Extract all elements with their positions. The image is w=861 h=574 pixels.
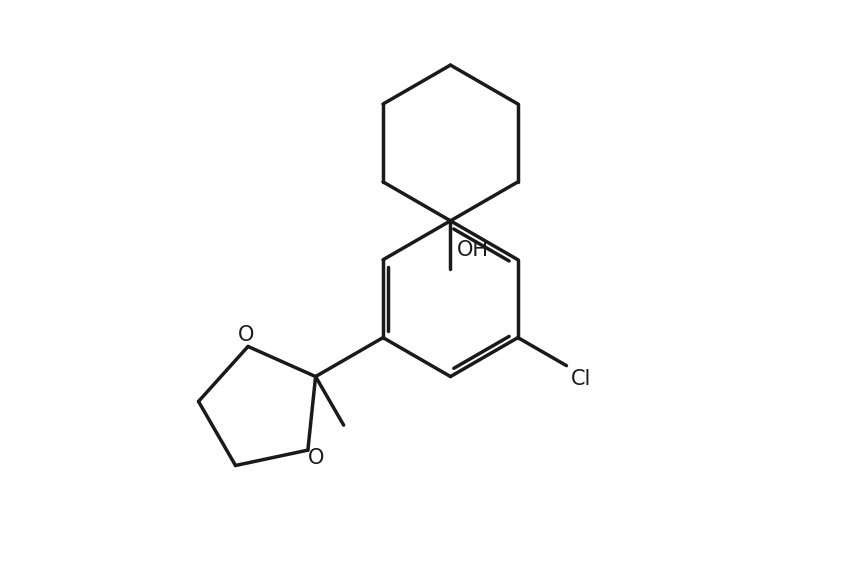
- Text: Cl: Cl: [571, 369, 591, 389]
- Text: OH: OH: [456, 240, 488, 260]
- Text: O: O: [308, 448, 325, 468]
- Text: O: O: [237, 325, 253, 345]
